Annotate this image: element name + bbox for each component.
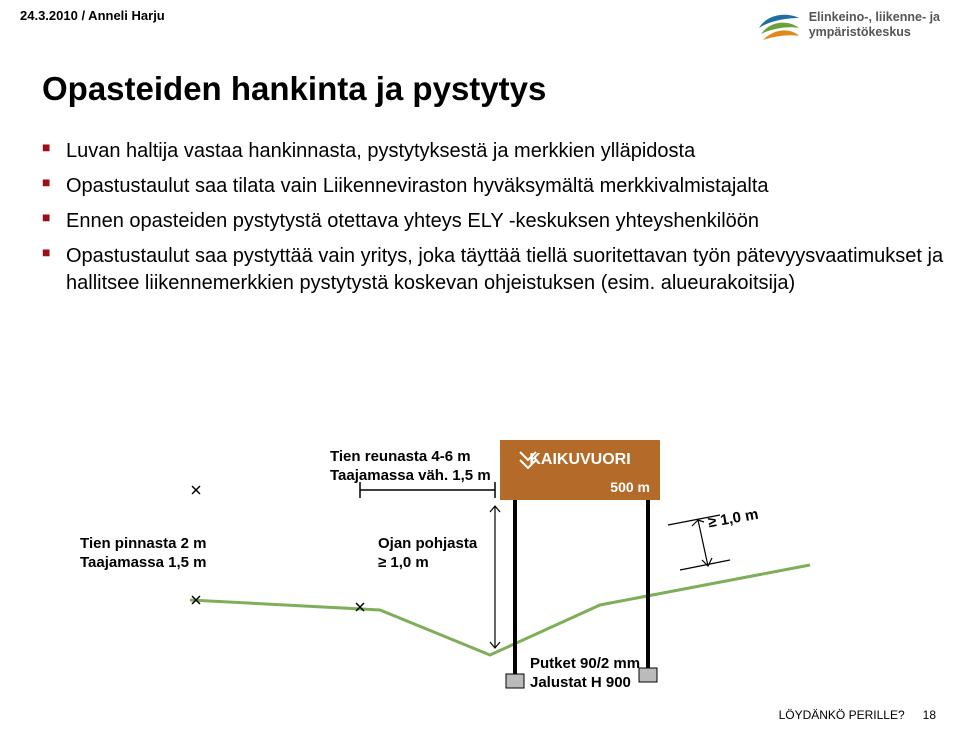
label-line: Tien pinnasta 2 m: [80, 535, 206, 554]
label-line: Jalustat H 900: [530, 674, 640, 693]
date-author: 24.3.2010 / Anneli Harju: [20, 8, 165, 23]
footer-text: LÖYDÄNKÖ PERILLE?: [779, 708, 905, 722]
org-name-line2: ympäristökeskus: [809, 25, 940, 40]
page-title: Opasteiden hankinta ja pystytys: [42, 70, 960, 108]
label-putket: Putket 90/2 mm Jalustat H 900: [530, 655, 640, 693]
list-item: Opastustaulut saa pystyttää vain yritys,…: [42, 243, 960, 297]
list-item: Opastustaulut saa tilata vain Liikennevi…: [42, 173, 960, 200]
sign-title: KAIKUVUORI: [529, 451, 630, 468]
label-ojan-pohjasta: Ojan pohjasta ≥ 1,0 m: [378, 535, 477, 573]
label-line: Tien reunasta 4-6 m: [330, 448, 491, 467]
sign-panel: KAIKUVUORI 500 m: [500, 440, 660, 500]
label-line: Putket 90/2 mm: [530, 655, 640, 674]
bullet-list: Luvan haltija vastaa hankinnasta, pystyt…: [42, 138, 960, 297]
page-number: 18: [923, 708, 936, 722]
label-line: Ojan pohjasta: [378, 535, 477, 554]
slide-header: 24.3.2010 / Anneli Harju Elinkeino-, lii…: [0, 0, 960, 42]
label-tien-pinnasta: Tien pinnasta 2 m Taajamassa 1,5 m: [80, 535, 206, 573]
org-name-line1: Elinkeino-, liikenne- ja: [809, 10, 940, 25]
list-item: Luvan haltija vastaa hankinnasta, pystyt…: [42, 138, 960, 165]
sign-distance: 500 m: [610, 479, 650, 495]
list-item: Ennen opasteiden pystytystä otettava yht…: [42, 208, 960, 235]
label-line: Taajamassa väh. 1,5 m: [330, 467, 491, 486]
org-logo-block: Elinkeino-, liikenne- ja ympäristökeskus: [757, 8, 940, 42]
slide-footer: LÖYDÄNKÖ PERILLE? 18: [779, 708, 936, 722]
org-logo-icon: [757, 8, 801, 42]
org-name: Elinkeino-, liikenne- ja ympäristökeskus: [809, 10, 940, 40]
label-line: ≥ 1,0 m: [378, 554, 477, 573]
label-line: Taajamassa 1,5 m: [80, 554, 206, 573]
installation-diagram: KAIKUVUORI 500 m Tien pinnasta 2 m Taaja…: [150, 430, 830, 695]
label-tien-reunasta: Tien reunasta 4-6 m Taajamassa väh. 1,5 …: [330, 448, 491, 486]
